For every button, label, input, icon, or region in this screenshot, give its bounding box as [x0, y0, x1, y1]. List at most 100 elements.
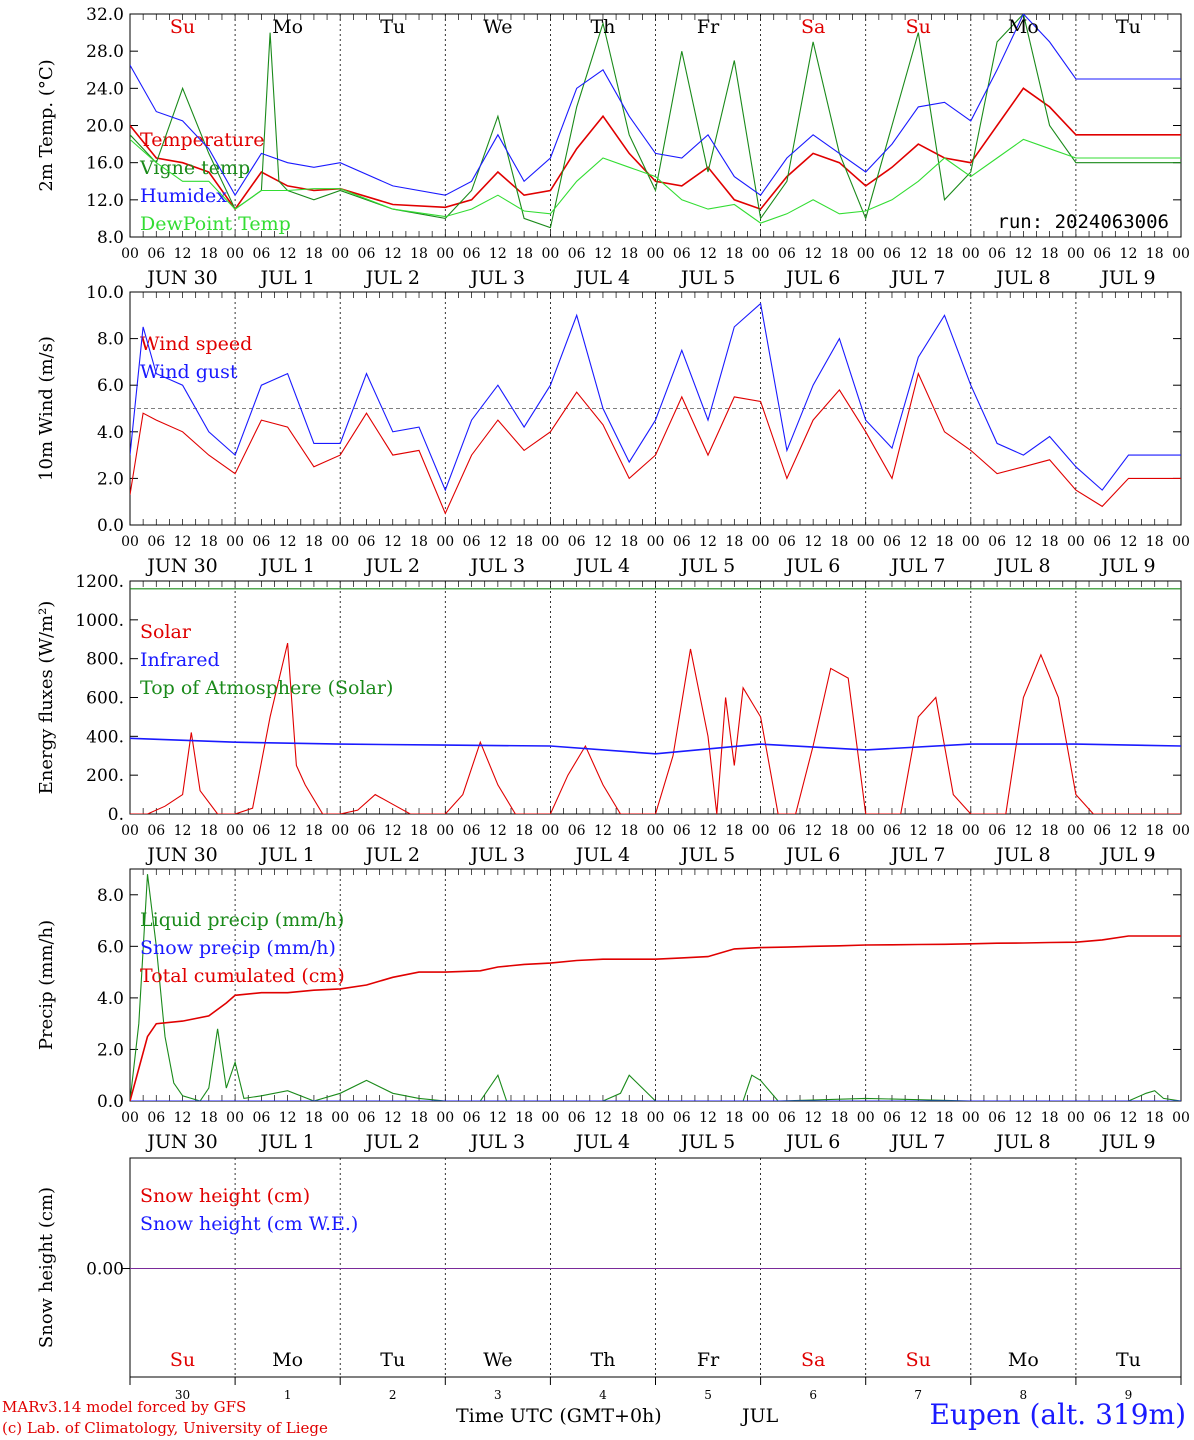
hour-tick-label: 12 — [1014, 534, 1032, 550]
hour-tick-label: 18 — [1146, 246, 1164, 262]
y-tick-label: 0. — [108, 805, 124, 825]
y-tick-label: 24.0 — [86, 79, 124, 99]
legend-solar: Solar — [140, 621, 192, 643]
date-label: JUL 7 — [889, 267, 945, 289]
y-axis-title: Snow height (cm) — [36, 1187, 57, 1348]
hour-tick-label: 18 — [620, 1110, 638, 1126]
date-label: JUL 4 — [574, 1131, 630, 1153]
series-line-wind-gust — [130, 302, 1181, 492]
hour-tick-label: 12 — [174, 1110, 192, 1126]
date-label: JUN 30 — [145, 267, 217, 289]
legend-wind-speed: Wind speed — [140, 333, 252, 355]
series-line-humidex — [130, 14, 1181, 197]
hour-tick-label: 06 — [883, 534, 901, 550]
hour-tick-label: 12 — [1120, 534, 1138, 550]
hour-tick-label: 06 — [883, 1110, 901, 1126]
hour-tick-label: 18 — [515, 823, 533, 839]
month-label: JUL — [742, 1405, 779, 1427]
series-line-solar — [130, 642, 1181, 814]
hour-tick-label: 00 — [1172, 534, 1190, 550]
hour-tick-label: 06 — [988, 246, 1006, 262]
hour-tick-label: 12 — [489, 246, 507, 262]
hour-tick-label: 06 — [147, 823, 165, 839]
hour-tick-label: 00 — [647, 246, 665, 262]
legend-temperature: Temperature — [140, 129, 264, 151]
hour-tick-label: 06 — [673, 1110, 691, 1126]
hour-tick-label: 12 — [174, 246, 192, 262]
weekday-label: Mo — [1008, 16, 1039, 38]
hour-tick-label: 00 — [541, 246, 559, 262]
y-tick-label: 8.0 — [97, 886, 124, 906]
hour-tick-label: 00 — [541, 823, 559, 839]
series-line-dewpoint-temp — [130, 138, 1181, 224]
y-tick-label: 6.0 — [97, 937, 124, 957]
hour-tick-label: 12 — [699, 823, 717, 839]
date-label: JUL 6 — [784, 1131, 840, 1153]
hour-tick-label: 06 — [463, 534, 481, 550]
hour-tick-label: 06 — [568, 246, 586, 262]
date-label: JUL 3 — [469, 555, 525, 577]
date-label: JUL 2 — [364, 1131, 420, 1153]
hour-tick-label: 12 — [804, 823, 822, 839]
hour-tick-label: 18 — [936, 823, 954, 839]
legend-top-of-atmosphere-solar-: Top of Atmosphere (Solar) — [140, 677, 393, 699]
weekday-label: Su — [906, 16, 931, 38]
hour-tick-label: 00 — [436, 1110, 454, 1126]
hour-tick-label: 06 — [358, 823, 376, 839]
day-number: 5 — [704, 1388, 712, 1402]
hour-tick-label: 12 — [594, 534, 612, 550]
hour-tick-label: 18 — [200, 246, 218, 262]
day-number: 3 — [494, 1388, 502, 1402]
date-label: JUL 4 — [574, 555, 630, 577]
hour-tick-label: 06 — [883, 823, 901, 839]
hour-tick-label: 06 — [1093, 1110, 1111, 1126]
x-axis-label: Time UTC (GMT+0h) — [456, 1405, 662, 1427]
date-label: JUL 5 — [679, 267, 735, 289]
hour-tick-label: 12 — [1120, 823, 1138, 839]
hour-tick-label: 18 — [305, 534, 323, 550]
y-tick-label: 4.0 — [97, 989, 124, 1009]
hour-tick-label: 06 — [463, 1110, 481, 1126]
series-line-temperature — [130, 87, 1181, 211]
hour-tick-label: 12 — [279, 534, 297, 550]
y-tick-label: 8.0 — [97, 330, 124, 350]
hour-tick-label: 12 — [804, 534, 822, 550]
hour-tick-label: 00 — [1067, 534, 1085, 550]
weekday-label: Sa — [801, 16, 825, 38]
hour-tick-label: 18 — [725, 534, 743, 550]
hour-tick-label: 18 — [725, 1110, 743, 1126]
hour-tick-label: 12 — [174, 534, 192, 550]
date-label: JUL 9 — [1099, 267, 1155, 289]
hour-tick-label: 00 — [226, 1110, 244, 1126]
hour-tick-label: 06 — [568, 534, 586, 550]
weekday-label: Su — [170, 1349, 195, 1371]
hour-tick-label: 00 — [436, 534, 454, 550]
weekday-label: Tu — [1116, 1349, 1141, 1371]
date-label: JUL 2 — [364, 844, 420, 866]
hour-tick-label: 06 — [1093, 246, 1111, 262]
hour-tick-label: 18 — [725, 246, 743, 262]
day-number: 30 — [175, 1388, 190, 1402]
y-axis-title: 2m Temp. (°C) — [36, 59, 57, 191]
y-tick-label: 0.00 — [86, 1260, 124, 1280]
date-label: JUL 4 — [574, 844, 630, 866]
y-tick-label: 400. — [86, 727, 124, 747]
y-tick-label: 20.0 — [86, 117, 124, 137]
y-tick-label: 2.0 — [97, 1040, 124, 1060]
hour-tick-label: 12 — [1014, 1110, 1032, 1126]
hour-tick-label: 12 — [699, 246, 717, 262]
hour-tick-label: 12 — [279, 246, 297, 262]
hour-tick-label: 18 — [620, 823, 638, 839]
hour-tick-label: 12 — [1120, 1110, 1138, 1126]
weekday-label: Su — [906, 1349, 931, 1371]
hour-tick-label: 00 — [752, 534, 770, 550]
hour-tick-label: 00 — [226, 823, 244, 839]
hour-tick-label: 06 — [673, 534, 691, 550]
hour-tick-label: 18 — [200, 534, 218, 550]
hour-tick-label: 18 — [200, 1110, 218, 1126]
hour-tick-label: 00 — [962, 534, 980, 550]
y-tick-label: 0.0 — [97, 516, 124, 536]
hour-tick-label: 18 — [1146, 823, 1164, 839]
hour-tick-label: 06 — [568, 1110, 586, 1126]
hour-tick-label: 06 — [252, 1110, 270, 1126]
